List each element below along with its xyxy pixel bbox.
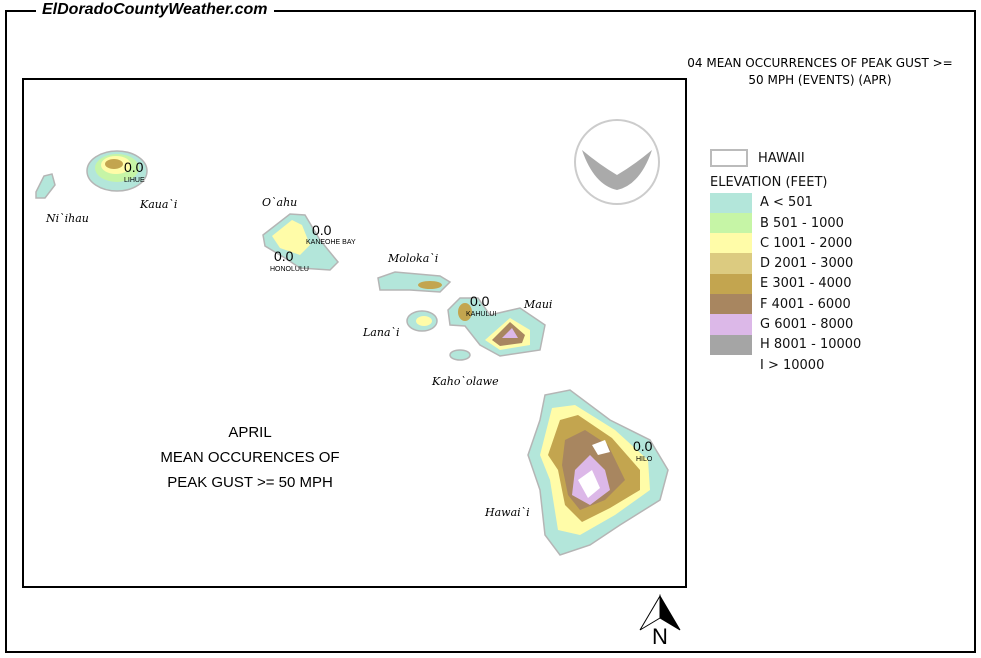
station-name: HILO <box>636 456 653 463</box>
legend-item: I > 10000 <box>710 354 861 376</box>
legend-label: HAWAII <box>758 150 805 166</box>
legend-item: B 501 - 1000 <box>710 212 861 234</box>
map-annotation: APRIL MEAN OCCURENCES OF PEAK GUST >= 50… <box>110 420 390 495</box>
island-label: O`ahu <box>262 196 298 209</box>
map-outer-frame <box>5 10 976 653</box>
legend-swatch <box>710 354 752 376</box>
legend-item: D 2001 - 3000 <box>710 253 861 274</box>
island-niihau <box>35 173 56 199</box>
legend-swatch <box>710 253 752 274</box>
legend-label: G 6001 - 8000 <box>760 317 854 333</box>
legend-label: E 3001 - 4000 <box>760 276 852 292</box>
legend-swatch <box>710 273 752 295</box>
island-label: Kaho`olawe <box>432 375 499 388</box>
boundary-swatch <box>710 149 748 168</box>
map-text-line: APRIL <box>228 424 272 441</box>
legend-item: C 1001 - 2000 <box>710 233 861 254</box>
north-arrow-icon <box>639 594 681 631</box>
legend-label: C 1001 - 2000 <box>760 235 853 251</box>
legend-item: E 3001 - 4000 <box>710 273 861 295</box>
legend-label: D 2001 - 3000 <box>760 256 854 272</box>
legend-item: G 6001 - 8000 <box>710 314 861 335</box>
island-label: Ni`ihau <box>46 212 89 225</box>
legend-item: H 8001 - 10000 <box>710 334 862 355</box>
map-title: 04 MEAN OCCURRENCES OF PEAK GUST >= 50 M… <box>660 55 980 89</box>
legend-swatch <box>710 294 752 315</box>
legend-label: F 4001 - 6000 <box>760 296 851 312</box>
legend-swatch <box>710 212 752 234</box>
legend: HAWAII ELEVATION (FEET) A < 501 B 501 - 1… <box>710 148 862 376</box>
legend-label: I > 10000 <box>760 357 825 373</box>
station-name: KAHULUI <box>466 311 497 318</box>
legend-label: H 8001 - 10000 <box>760 337 862 353</box>
station-value: 0.0 <box>274 248 294 264</box>
station-value: 0.0 <box>633 438 653 454</box>
island-label: Lana`i <box>363 326 400 339</box>
island-label: Moloka`i <box>388 252 439 265</box>
legend-swatch <box>710 314 752 335</box>
station-name: LIHUE <box>124 177 145 184</box>
site-name: ElDoradoCountyWeather.com <box>36 1 274 19</box>
station-name: HONOLULU <box>270 266 309 273</box>
legend-item: A < 501 <box>710 192 861 213</box>
title-line: 04 MEAN OCCURRENCES OF PEAK GUST >= <box>687 56 953 70</box>
north-label: N <box>652 624 668 649</box>
island-label: Hawai`i <box>485 506 530 519</box>
map-text-line: PEAK GUST >= 50 MPH <box>167 474 333 491</box>
map-frame <box>22 78 687 588</box>
legend-item: F 4001 - 6000 <box>710 294 861 315</box>
map-text-line: MEAN OCCURENCES OF <box>160 449 340 466</box>
station-value: 0.0 <box>470 293 490 309</box>
legend-swatch <box>710 233 752 254</box>
island-label: Kaua`i <box>140 198 178 211</box>
noaa-logo <box>574 119 660 205</box>
station-name: KANEOHE BAY <box>306 239 356 246</box>
legend-swatch <box>710 192 752 213</box>
island-label: Maui <box>524 298 553 311</box>
station-value: 0.0 <box>312 222 332 238</box>
station-value: 0.0 <box>124 159 144 175</box>
legend-swatch <box>710 334 752 355</box>
legend-label: A < 501 <box>760 195 813 211</box>
legend-label: B 501 - 1000 <box>760 215 844 231</box>
legend-title: ELEVATION (FEET) <box>710 174 828 190</box>
title-line: 50 MPH (EVENTS) (APR) <box>748 73 892 87</box>
island-kahoolawe <box>449 349 471 361</box>
